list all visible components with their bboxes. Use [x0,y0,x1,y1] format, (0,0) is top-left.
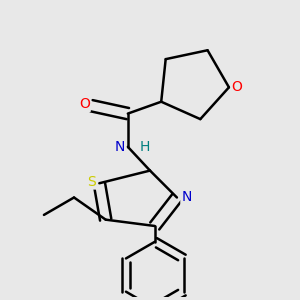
Text: O: O [79,97,90,111]
Text: S: S [87,175,96,189]
Text: H: H [140,140,150,154]
Text: O: O [231,80,242,94]
Text: N: N [181,190,192,205]
Text: N: N [115,140,125,154]
